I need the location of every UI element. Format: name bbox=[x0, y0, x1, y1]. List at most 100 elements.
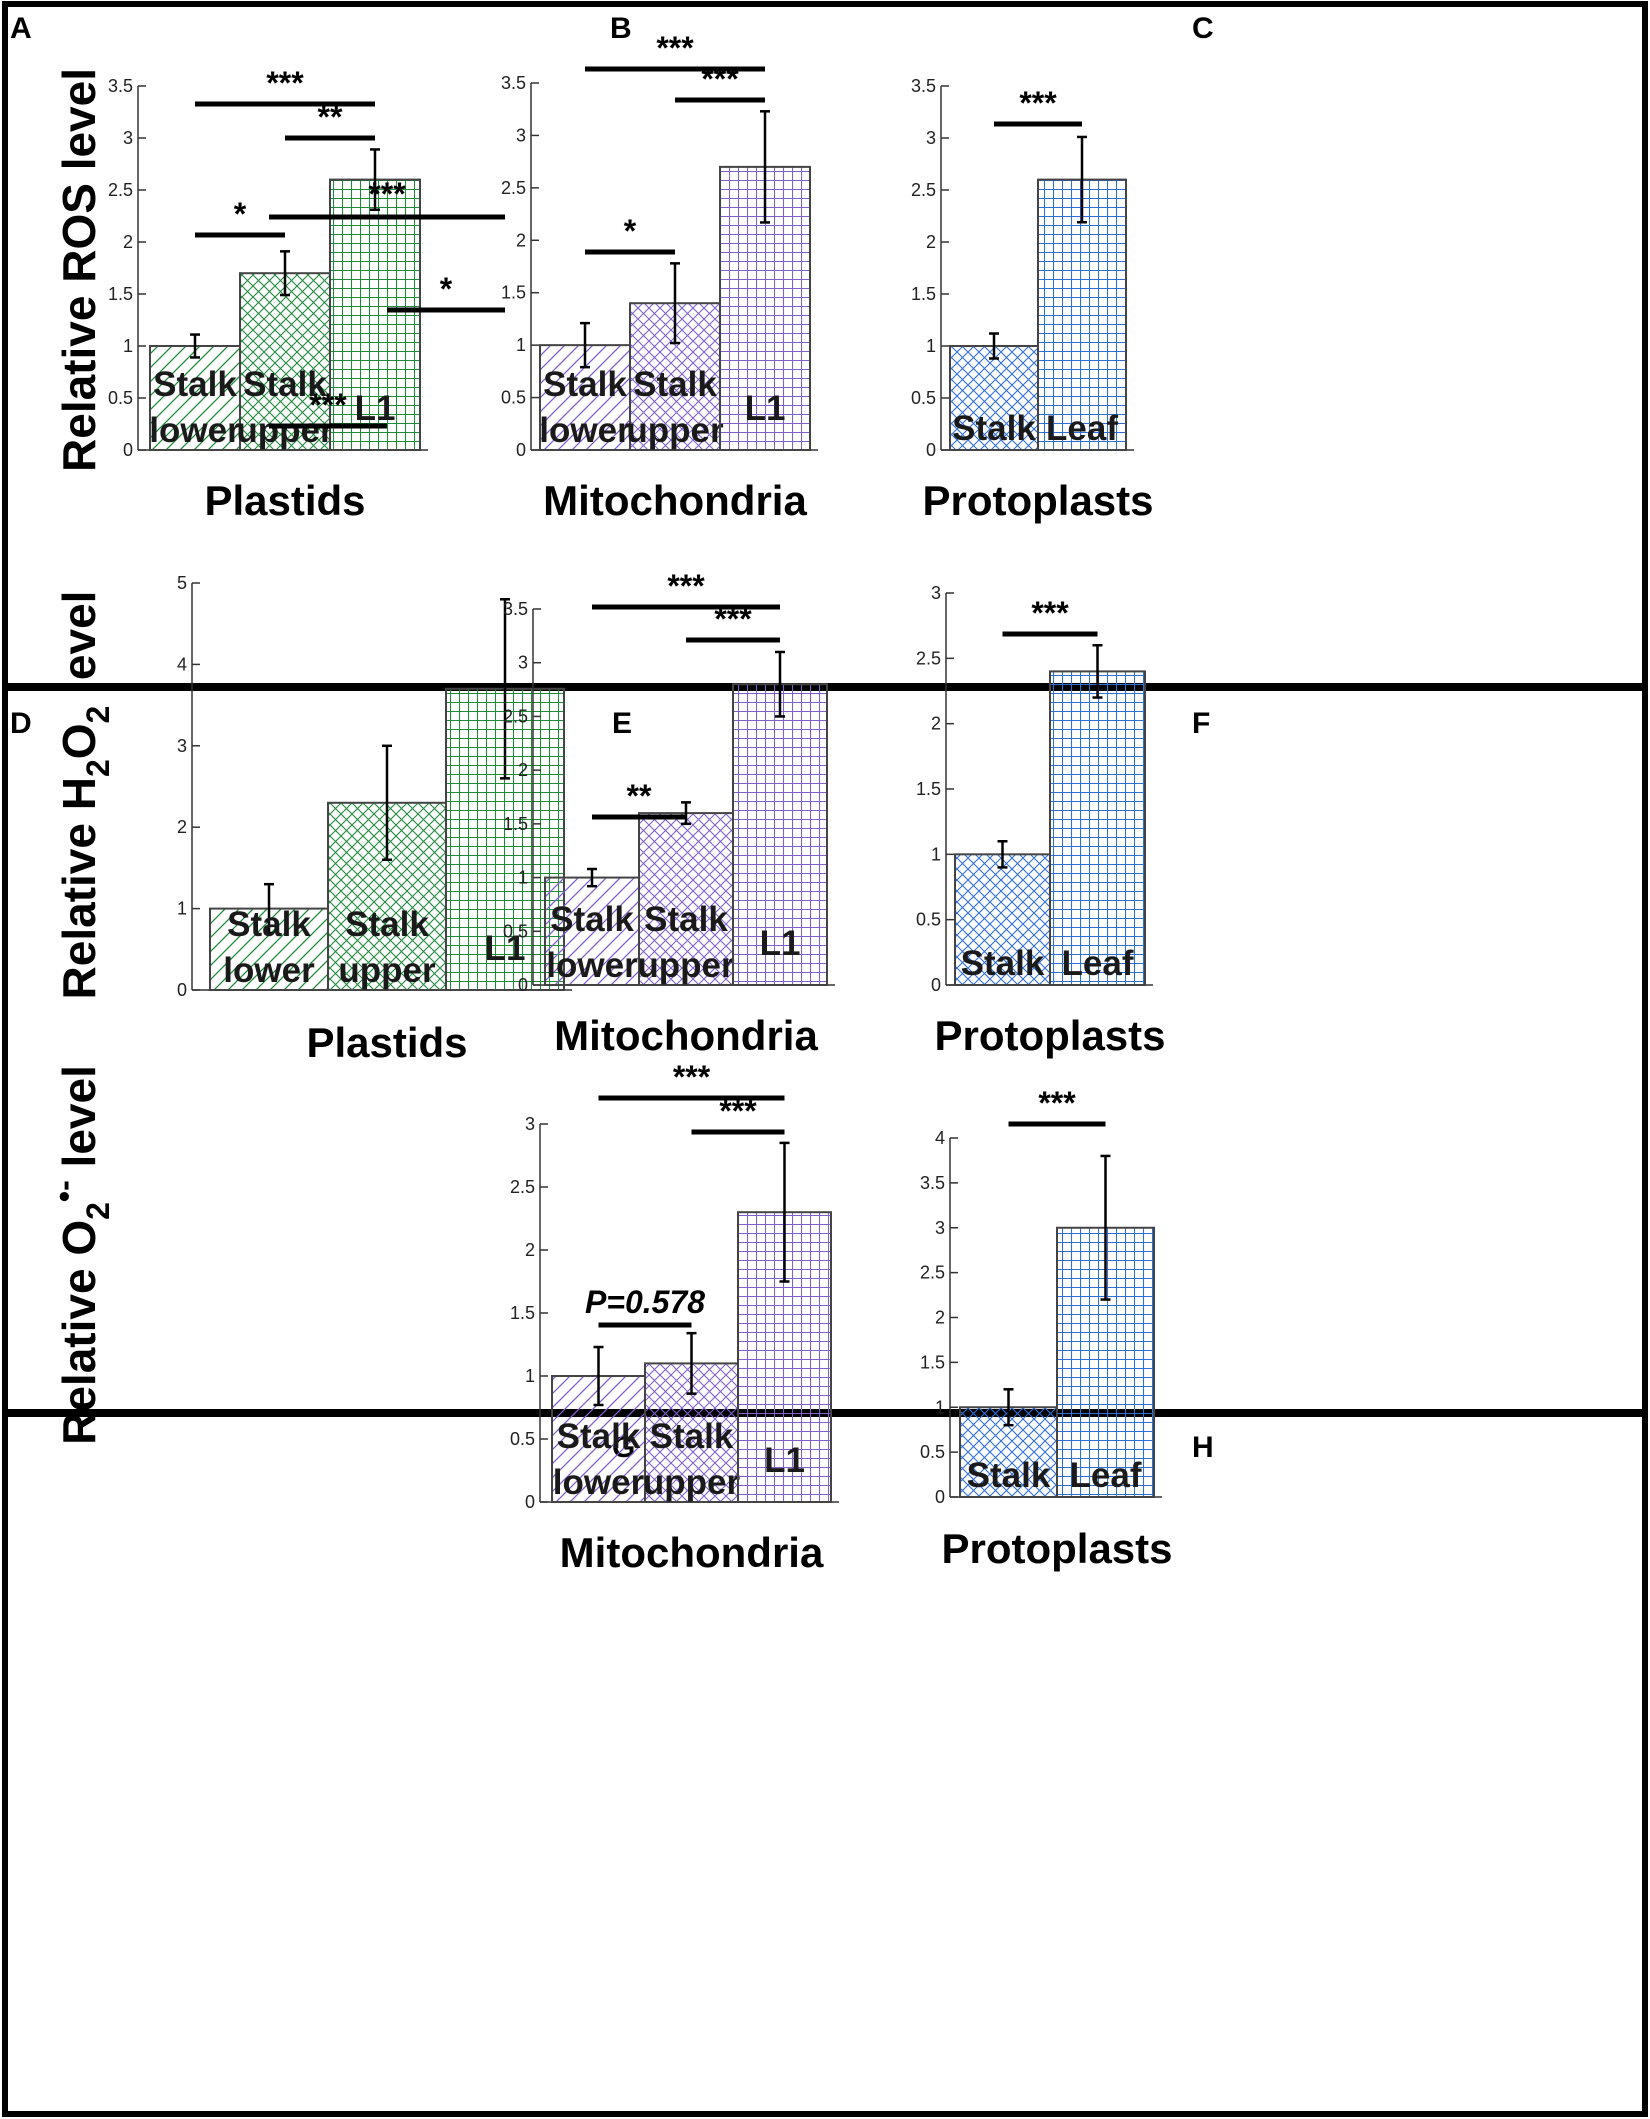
bar-label: L1 bbox=[485, 929, 526, 968]
y-tick-label: 3 bbox=[518, 653, 528, 673]
y-tick-label: 0 bbox=[931, 975, 941, 995]
panel-A: A00.511.522.533.5StalklowerStalkupperL1*… bbox=[10, 12, 428, 524]
y-tick-label: 2.5 bbox=[503, 706, 528, 726]
bar bbox=[329, 178, 421, 451]
y-tick-label: 2.5 bbox=[510, 1177, 535, 1197]
bar-label: Leaf bbox=[1062, 944, 1134, 983]
panel-E: E00.511.522.533.5StalklowerStalkupperL1*… bbox=[503, 568, 835, 1059]
y-tick-label: 0.5 bbox=[503, 921, 528, 941]
y-tick-label: 0.5 bbox=[911, 388, 936, 408]
bar-label-line2: upper bbox=[626, 411, 724, 450]
y-tick-label: 2.5 bbox=[916, 648, 941, 668]
significance-label: *** bbox=[673, 1059, 711, 1095]
panel-letter: D bbox=[10, 707, 32, 740]
bar-label: Stalk bbox=[952, 409, 1036, 448]
y-axis-label: Relative O2•- level bbox=[46, 1065, 116, 1445]
bar-label-line2: lower bbox=[546, 946, 638, 985]
x-axis-label: Protoplasts bbox=[941, 1525, 1172, 1572]
bar-label-line1: Stalk bbox=[650, 1417, 734, 1456]
row3-frame bbox=[2, 1411, 1648, 2117]
y-tick-label: 4 bbox=[177, 654, 187, 674]
bar-label-line2: upper bbox=[643, 1463, 741, 1502]
panel-letter: H bbox=[1192, 1431, 1214, 1464]
x-axis-label: Plastids bbox=[306, 1019, 467, 1066]
bar-label-line1: Stalk bbox=[644, 900, 728, 939]
y-tick-label: 1.5 bbox=[920, 1352, 945, 1372]
y-tick-label: 1 bbox=[516, 335, 526, 355]
y-tick-label: 0 bbox=[516, 440, 526, 460]
panel-G: G00.511.522.53StalklowerStalkupperL1P=0.… bbox=[46, 1059, 839, 1576]
y-tick-label: 1.5 bbox=[911, 284, 936, 304]
y-tick-label: 3 bbox=[516, 125, 526, 145]
panel-letter: F bbox=[1192, 707, 1210, 740]
y-axis-label: Relative H2O2 level bbox=[53, 591, 116, 1000]
y-tick-label: 0.5 bbox=[510, 1429, 535, 1449]
y-tick-label: 2 bbox=[525, 1240, 535, 1260]
y-tick-label: 1 bbox=[525, 1366, 535, 1386]
x-axis-label: Plastids bbox=[204, 477, 365, 524]
significance-label: ** bbox=[627, 778, 652, 814]
y-tick-label: 3.5 bbox=[503, 599, 528, 619]
panel-letter: B bbox=[610, 12, 632, 45]
y-tick-label: 0.5 bbox=[501, 388, 526, 408]
bar bbox=[949, 345, 1039, 451]
significance-label: *** bbox=[368, 176, 406, 212]
panel-letter: A bbox=[10, 12, 32, 45]
bar-label-line1: Stalk bbox=[227, 905, 311, 944]
x-axis-label: Mitochondria bbox=[554, 1012, 818, 1059]
y-tick-label: 0 bbox=[123, 440, 133, 460]
bar-label-line1: Stalk bbox=[543, 365, 627, 404]
x-axis-label: Protoplasts bbox=[934, 1012, 1165, 1059]
bar-label-line2: upper bbox=[338, 951, 436, 990]
y-tick-label: 1 bbox=[177, 899, 187, 919]
significance-label: *** bbox=[701, 61, 739, 97]
y-tick-label: 3 bbox=[935, 1218, 945, 1238]
y-tick-label: 3 bbox=[177, 736, 187, 756]
bar-label-line2: upper bbox=[236, 411, 334, 450]
y-tick-label: 2 bbox=[518, 760, 528, 780]
y-tick-label: 1.5 bbox=[108, 284, 133, 304]
bar bbox=[954, 853, 1051, 986]
bar-label: Leaf bbox=[1046, 409, 1118, 448]
bar-label-line2: lower bbox=[553, 1463, 645, 1502]
bar-label-line2: lower bbox=[149, 411, 241, 450]
y-tick-label: 2 bbox=[926, 232, 936, 252]
y-tick-label: 3 bbox=[123, 128, 133, 148]
bar-label-line2: lower bbox=[539, 411, 631, 450]
bar-label: Leaf bbox=[1070, 1456, 1142, 1495]
y-tick-label: 1 bbox=[931, 844, 941, 864]
y-tick-label: 3.5 bbox=[911, 76, 936, 96]
panel-letter: C bbox=[1192, 12, 1214, 45]
y-tick-label: 2 bbox=[177, 817, 187, 837]
y-tick-label: 4 bbox=[935, 1128, 945, 1148]
significance-label: *** bbox=[1031, 595, 1069, 631]
bar-label: Stalk bbox=[961, 944, 1045, 983]
bar bbox=[732, 683, 828, 986]
panel-H: H 0 0.5 1 1.5 2 2.5 3 3.5 4 Stalk Leaf *** Protoplast… bbox=[920, 1085, 1214, 1572]
bar-label-line1: Stalk bbox=[550, 900, 634, 939]
y-tick-label: 0 bbox=[935, 1487, 945, 1507]
y-tick-label: 2.5 bbox=[911, 180, 936, 200]
panel-F: F 0 0.5 1 1.5 2 2.5 3 Stalk Leaf *** Protoplasts bbox=[916, 583, 1210, 1059]
y-tick-label: 0.5 bbox=[920, 1442, 945, 1462]
y-tick-label: 3.5 bbox=[501, 73, 526, 93]
y-tick-label: 1.5 bbox=[510, 1303, 535, 1323]
y-tick-label: 3 bbox=[931, 583, 941, 603]
significance-label: * bbox=[440, 271, 453, 307]
y-tick-label: 2 bbox=[516, 230, 526, 250]
bar-label: Stalk bbox=[967, 1456, 1051, 1495]
bar-label: L1 bbox=[764, 1441, 805, 1480]
y-tick-label: 2.5 bbox=[920, 1263, 945, 1283]
bar-label-line1: Stalk bbox=[557, 1417, 641, 1456]
y-axis-label: Relative ROS level bbox=[53, 68, 105, 472]
y-tick-label: 3.5 bbox=[920, 1173, 945, 1193]
y-tick-label: 0 bbox=[177, 980, 187, 1000]
y-tick-label: 0 bbox=[926, 440, 936, 460]
y-tick-label: 3.5 bbox=[108, 76, 133, 96]
x-axis-label: Mitochondria bbox=[543, 477, 807, 524]
bar-label: L1 bbox=[745, 389, 786, 428]
y-tick-label: 1.5 bbox=[501, 283, 526, 303]
y-tick-label: 0.5 bbox=[108, 388, 133, 408]
bar-label-line1: Stalk bbox=[633, 365, 717, 404]
